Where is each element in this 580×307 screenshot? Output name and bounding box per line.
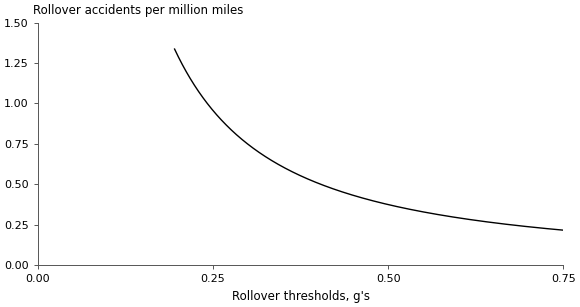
X-axis label: Rollover thresholds, g's: Rollover thresholds, g's <box>231 290 369 303</box>
Text: Rollover accidents per million miles: Rollover accidents per million miles <box>32 4 243 17</box>
